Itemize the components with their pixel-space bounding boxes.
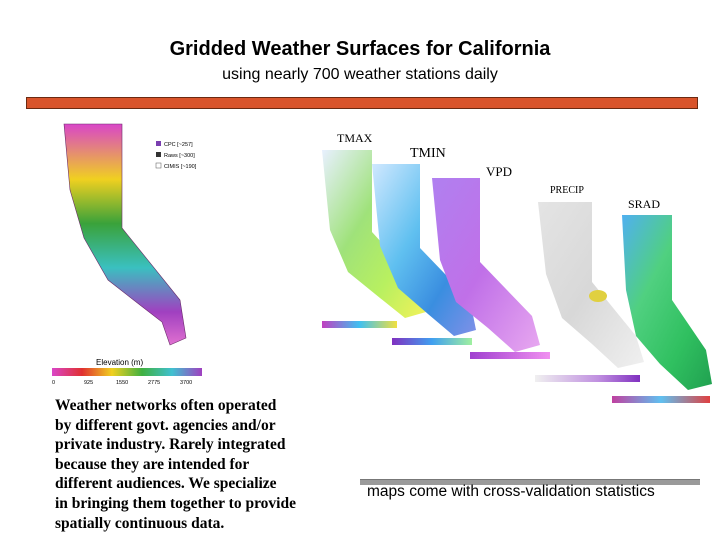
body-text-line: by different govt. agencies and/or [55, 416, 276, 434]
body-text-line: because they are intended for [55, 455, 250, 473]
elevation-tick-3: 2775 [148, 380, 160, 386]
precip-map [535, 202, 644, 382]
map-label-tmin: TMIN [410, 146, 446, 161]
tmin-color-bar [392, 338, 472, 345]
srad-color-bar [612, 396, 710, 403]
legend-label-cimis: CIMIS [~190] [164, 164, 197, 170]
legend-label-cpc: CPC [~257] [164, 142, 193, 148]
elevation-tick-4: 3700 [180, 380, 192, 386]
elevation-tick-2: 1550 [116, 380, 128, 386]
legend-marker-raws [156, 152, 161, 157]
page-title: Gridded Weather Surfaces for California [169, 38, 551, 60]
tmin-surface [372, 164, 476, 336]
body-text-line: in bringing them together to provide [55, 494, 296, 512]
tmin-map [372, 164, 476, 345]
precip-highlight [589, 290, 607, 302]
maps-caption: maps come with cross-validation statisti… [367, 483, 655, 500]
srad-surface [622, 215, 712, 390]
body-text-line: spatially continuous data. [55, 514, 225, 532]
body-text: Weather networks often operated by diffe… [55, 396, 325, 533]
elevation-color-bar [52, 368, 202, 376]
precip-color-bar [535, 375, 640, 382]
map-label-vpd: VPD [486, 164, 512, 179]
title-divider-bar [26, 97, 698, 109]
legend-label-raws: Raws [~300] [164, 153, 195, 159]
legend-marker-cpc [156, 141, 161, 146]
caption-bar [360, 479, 700, 485]
elevation-tick-1: 925 [84, 380, 93, 386]
elevation-tick-0: 0 [52, 380, 55, 386]
srad-map [612, 215, 712, 403]
precip-surface [538, 202, 644, 368]
map-label-srad: SRAD [628, 197, 660, 211]
elevation-bar-label: Elevation (m) [96, 358, 143, 367]
tmax-color-bar [322, 321, 397, 328]
body-text-line: private industry. Rarely integrated [55, 436, 286, 454]
vpd-surface [432, 178, 540, 352]
map-label-tmax: TMAX [337, 131, 373, 145]
vpd-map [432, 178, 550, 359]
body-text-line: different audiences. We specialize [55, 475, 277, 493]
vpd-color-bar [470, 352, 550, 359]
legend-marker-cimis [155, 162, 162, 169]
california-elevation-shape [63, 123, 187, 346]
station-elevation-map: CPC [~257] Raws [~300] CIMIS [~190] Elev… [52, 123, 202, 386]
page-subtitle: using nearly 700 weather stations daily [222, 66, 498, 83]
body-text-line: Weather networks often operated [55, 397, 277, 414]
map-label-precip: PRECIP [550, 185, 584, 196]
